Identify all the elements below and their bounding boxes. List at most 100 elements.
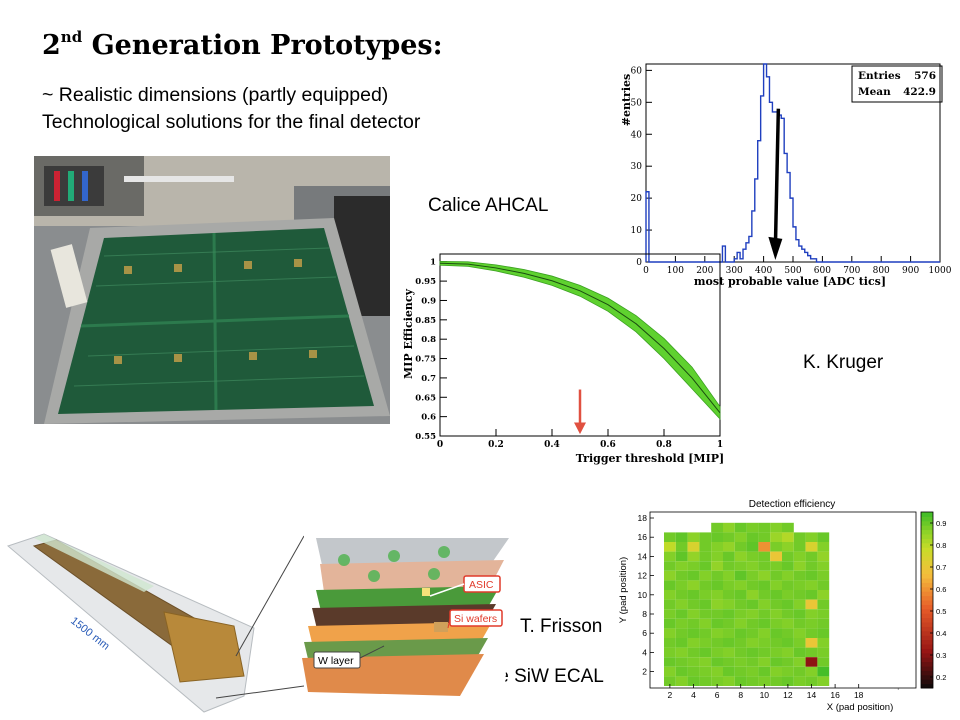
heatmap-cell <box>817 561 830 571</box>
heatmap-cell <box>699 638 712 648</box>
efficiency-y-tick-label: 1 <box>430 258 436 268</box>
heatmap-cell <box>687 570 700 581</box>
heatmap-cell <box>782 590 794 600</box>
w-layer-label: W layer <box>318 655 354 667</box>
heatmap-cell <box>793 638 806 648</box>
heatmap-cell <box>687 618 700 629</box>
heatmap-cell <box>782 542 794 552</box>
heatmap-cell <box>746 522 759 533</box>
heatmap-cell <box>734 590 747 600</box>
heatmap-cell <box>793 580 806 590</box>
heatmap-cell <box>770 570 782 581</box>
colorbar-segment <box>921 573 933 579</box>
heatmap-cell <box>723 599 735 610</box>
colorbar-segment <box>921 622 933 627</box>
colorbar-segment <box>921 604 933 610</box>
heatmap-cell <box>805 666 818 677</box>
heatmap-cell <box>699 590 712 600</box>
heatmap-cell <box>805 609 818 619</box>
colorbar-segment <box>921 538 933 544</box>
heatmap-cell <box>782 618 794 629</box>
heatmap-cell <box>734 628 747 638</box>
heatmap-cell <box>664 657 676 667</box>
colorbar-segment <box>921 542 933 548</box>
heatmap-title: Detection efficiency <box>749 499 836 510</box>
heatmap-x-tick-label: 4 <box>691 690 696 700</box>
heatmap-cell <box>723 532 735 542</box>
subtitle-line-2: Technological solutions for the final de… <box>42 111 421 133</box>
stats-entries-value: 576 <box>914 70 936 82</box>
heatmap-cell <box>675 561 688 571</box>
heatmap-cell <box>746 657 759 667</box>
heatmap-cell <box>723 561 735 571</box>
heatmap-cell <box>699 676 712 686</box>
heatmap-cell <box>687 599 700 610</box>
si-wafers-label: Si wafers <box>454 613 497 625</box>
heatmap-cell <box>711 676 723 686</box>
heatmap-y-tick-label: 4 <box>642 647 647 657</box>
heatmap-cell <box>723 551 735 562</box>
heatmap-cell <box>817 618 830 629</box>
efficiency-x-tick-label: 0.6 <box>600 440 616 450</box>
colorbar-segment <box>921 639 933 645</box>
heatmap-cell <box>734 522 747 533</box>
heatmap-cell <box>699 551 712 562</box>
efficiency-x-tick-label: 1 <box>717 440 723 450</box>
heatmap-cell <box>687 580 700 590</box>
label-k-kruger: K. Kruger <box>803 352 884 373</box>
heatmap-cell <box>770 657 782 667</box>
heatmap-cell <box>793 657 806 667</box>
heatmap-cell <box>758 542 771 552</box>
heatmap-cell <box>711 532 723 542</box>
heatmap-cell <box>746 647 759 658</box>
heatmap-cell <box>687 657 700 667</box>
heatmap-cell <box>782 532 794 542</box>
efficiency-y-tick-label: 0.95 <box>415 277 436 287</box>
heatmap-cell <box>664 590 676 600</box>
heatmap-cell <box>758 590 771 600</box>
heatmap-cell <box>699 647 712 658</box>
heatmap-y-tick-label: 16 <box>638 532 648 542</box>
heatmap-cell <box>699 618 712 629</box>
heatmap-cell <box>782 599 794 610</box>
heatmap-cell <box>675 676 688 686</box>
heatmap-cell <box>793 676 806 686</box>
heatmap-y-tick-label: 2 <box>642 667 647 677</box>
colorbar-segment <box>921 626 933 632</box>
heatmap-cell <box>711 657 723 667</box>
heatmap-cell <box>734 532 747 542</box>
histogram-x-tick-label: 400 <box>755 266 772 276</box>
heatmap-y-tick-label: 10 <box>638 590 648 600</box>
colorbar-tick-label: 0.9 <box>936 519 946 528</box>
heatmap-cell <box>758 647 771 658</box>
heatmap-cell <box>711 647 723 658</box>
heatmap-cell <box>793 647 806 658</box>
ahcal-photo <box>34 156 390 424</box>
efficiency-y-tick-label: 0.75 <box>415 355 436 365</box>
histogram-y-tick-label: 20 <box>631 194 643 204</box>
heatmap-cell <box>805 657 818 667</box>
heatmap-cell <box>817 580 830 590</box>
heatmap-cell <box>758 628 771 638</box>
heatmap-cell <box>746 638 759 648</box>
heatmap-cell <box>793 666 806 677</box>
subtitle-line-1: ~ Realistic dimensions (partly equipped) <box>42 84 389 106</box>
heatmap-cell <box>711 570 723 581</box>
colorbar-segment <box>921 560 933 566</box>
heatmap-cell <box>675 599 688 610</box>
heatmap-cell <box>805 618 818 629</box>
heatmap-cell <box>675 609 688 619</box>
colorbar-segment <box>921 534 933 539</box>
colorbar-segment <box>921 520 933 526</box>
heatmap-cell <box>770 638 782 648</box>
colorbar-segment <box>921 529 933 535</box>
efficiency-y-tick-label: 0.55 <box>415 432 436 442</box>
efficiency-x-axis-label: Trigger threshold [MIP] <box>576 452 724 465</box>
heatmap-cell <box>664 628 676 638</box>
heatmap-cell <box>664 609 676 619</box>
heatmap-cell <box>687 647 700 658</box>
heatmap-cell <box>758 522 771 533</box>
heatmap-cell <box>770 676 782 686</box>
heatmap-cell <box>782 561 794 571</box>
heatmap-cell <box>770 628 782 638</box>
